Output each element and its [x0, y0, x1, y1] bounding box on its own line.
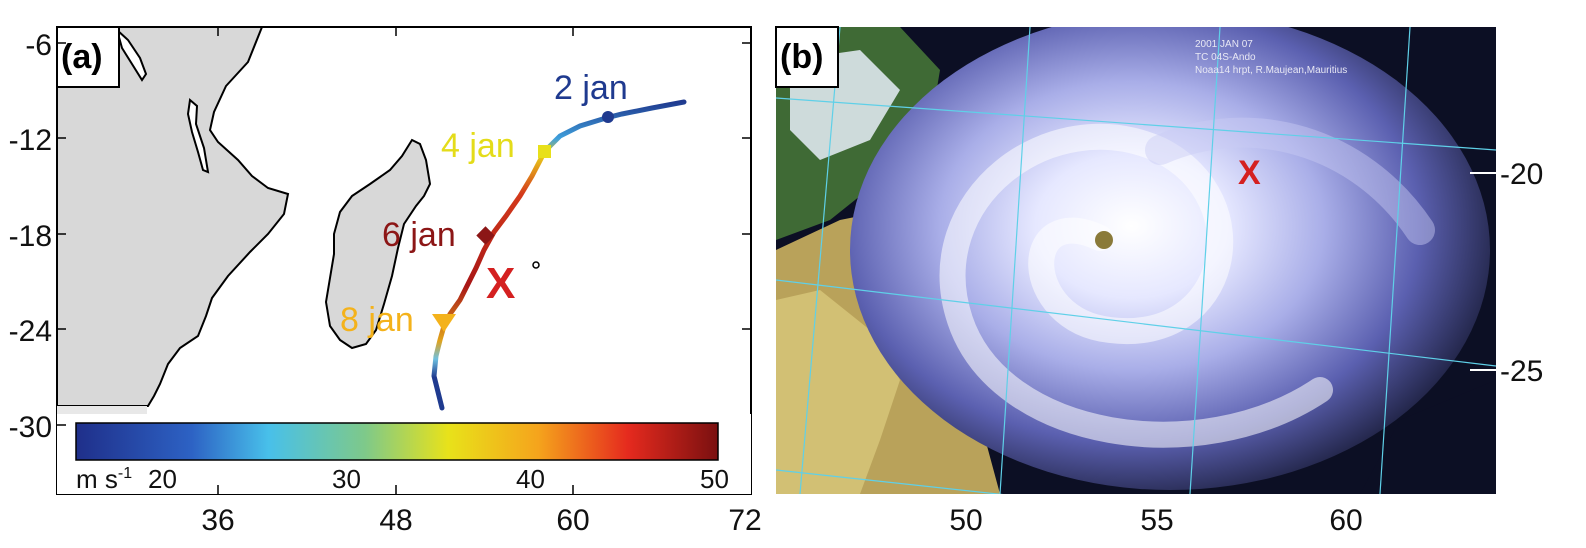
- madagascar-landmass: [324, 138, 432, 350]
- track-label-2jan: 2 jan: [554, 69, 628, 107]
- x-tick-label: 72: [728, 504, 761, 537]
- location-marker-x: X: [486, 259, 515, 308]
- track-marker-4jan: [538, 145, 551, 158]
- y-tick-label: -20: [1500, 158, 1543, 191]
- satellite-grid: [776, 27, 1496, 494]
- lake-outline: [186, 98, 210, 174]
- y-tick-label: -30: [9, 411, 52, 444]
- panel-b-y-axis: -20 -25: [1470, 158, 1543, 388]
- panel-b-label: (b): [780, 38, 823, 76]
- track-marker-6jan: [476, 226, 495, 245]
- colorbar: m s-1 20 30 40 50: [57, 414, 751, 494]
- colorbar-tick-40: 40: [516, 464, 545, 494]
- africa-landmass: [57, 27, 290, 407]
- panel-a-label: (a): [61, 38, 103, 76]
- satellite-caption: 2001 JAN 07: [1195, 39, 1253, 50]
- satellite-caption: TC 04S-Ando: [1195, 52, 1256, 63]
- colorbar-unit: m s-1: [76, 464, 132, 494]
- x-tick-label: 48: [379, 504, 412, 537]
- panel-a-x-axis: 36 48 60 72: [201, 27, 762, 537]
- panel-a-y-axis: -6 -12 -18 -24 -30: [9, 29, 751, 444]
- cyclone-eye: [1095, 231, 1113, 249]
- track-label-4jan: 4 jan: [441, 127, 515, 165]
- island-outline: [532, 261, 540, 269]
- satellite-caption: Noaa14 hrpt, R.Maujean,Mauritius: [1195, 65, 1347, 76]
- x-tick-label: 36: [201, 504, 234, 537]
- lake-outline-north: [115, 27, 148, 82]
- track-label-8jan: 8 jan: [340, 301, 414, 339]
- colorbar-gradient: [75, 422, 719, 461]
- y-tick-label: -24: [9, 315, 52, 348]
- location-marker-x: X: [1238, 154, 1261, 192]
- x-tick-label: 60: [556, 504, 589, 537]
- colorbar-tick-50: 50: [700, 464, 729, 494]
- panel-b: 2001 JAN 07 TC 04S-Ando Noaa14 hrpt, R.M…: [775, 26, 1543, 537]
- y-tick-label: -25: [1500, 355, 1543, 388]
- x-tick-label: 50: [949, 504, 982, 537]
- panel-b-x-axis: 50 55 60: [949, 504, 1362, 537]
- track-label-6jan: 6 jan: [382, 216, 456, 254]
- y-tick-label: -6: [25, 29, 52, 62]
- track-marker-2jan: [602, 111, 614, 123]
- colorbar-tick-20: 20: [148, 464, 177, 494]
- panel-a: 2 jan 4 jan 6 jan 8 jan X m s-1 20 30 40…: [9, 26, 762, 537]
- track-marker-8jan: [432, 314, 456, 332]
- x-tick-label: 55: [1140, 504, 1173, 537]
- colorbar-tick-30: 30: [332, 464, 361, 494]
- x-tick-label: 60: [1329, 504, 1362, 537]
- y-tick-label: -18: [9, 220, 52, 253]
- y-tick-label: -12: [9, 124, 52, 157]
